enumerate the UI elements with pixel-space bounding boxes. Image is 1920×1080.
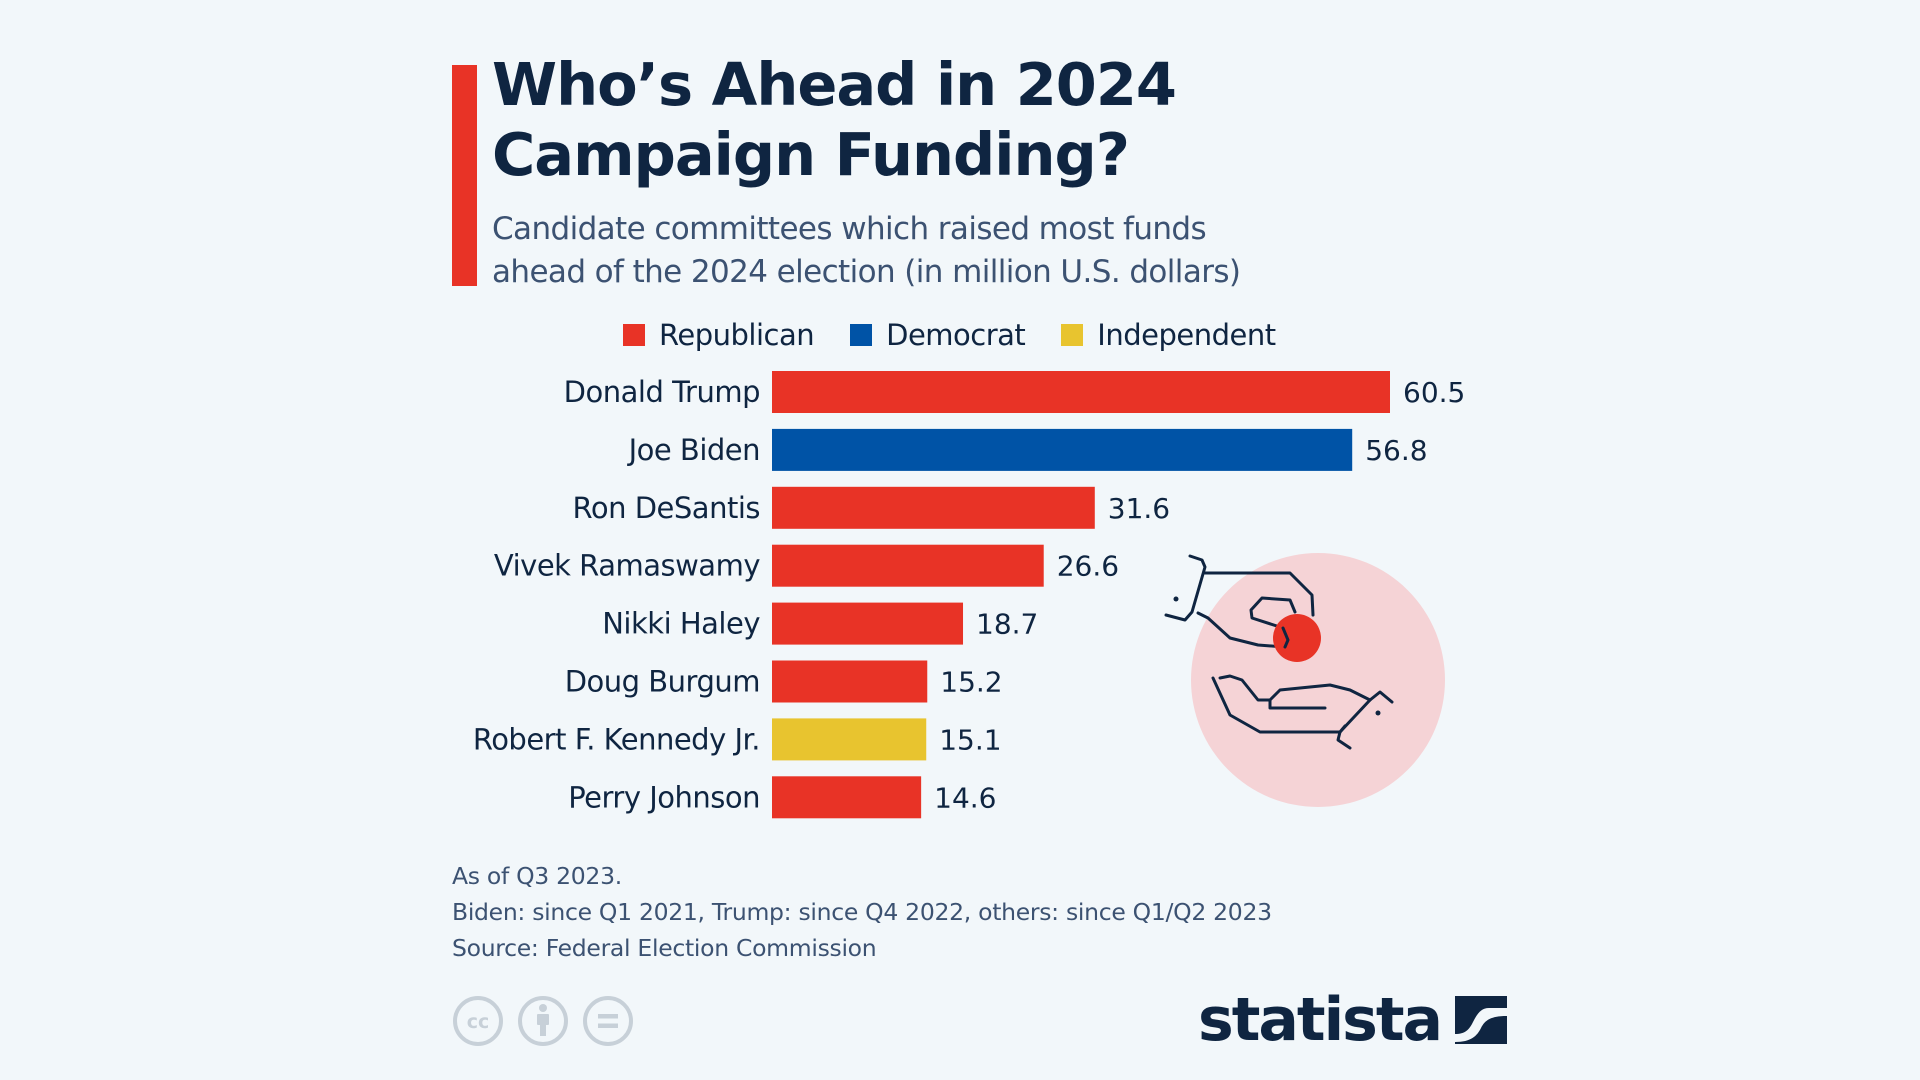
bar [772, 371, 1390, 413]
footnote-date: As of Q3 2023. [452, 862, 622, 890]
bar-row: Joe Biden 56.8 [627, 428, 1428, 471]
value-label: 60.5 [1403, 376, 1465, 409]
legend-item-independent: Independent [1061, 318, 1276, 352]
legend-item-republican: Republican [623, 318, 815, 352]
value-label: 15.2 [940, 666, 1002, 699]
receiving-hand-icon [1211, 674, 1394, 750]
legend-label-democrat: Democrat [886, 318, 1026, 352]
category-label: Doug Burgum [565, 665, 760, 699]
source-note: Source: Federal Election Commission [452, 934, 877, 962]
category-label: Perry Johnson [568, 780, 760, 814]
bar-row: Doug Burgum 15.2 [565, 660, 1003, 703]
value-label: 14.6 [934, 781, 996, 814]
footnote-periods: Biden: since Q1 2021, Trump: since Q4 20… [452, 898, 1272, 926]
value-label: 15.1 [939, 723, 1001, 756]
hand-dot [1375, 710, 1381, 716]
chart-subtitle: Candidate committees which raised most f… [492, 208, 1352, 294]
category-label: Vivek Ramaswamy [494, 549, 760, 583]
attribution-icon[interactable] [517, 995, 569, 1047]
bar-row: Ron DeSantis 31.6 [573, 486, 1170, 529]
subtitle-line-1: Candidate committees which raised most f… [492, 211, 1207, 247]
hand-dot [1173, 596, 1179, 602]
statista-logo-icon [1455, 996, 1508, 1044]
value-label: 26.6 [1057, 550, 1119, 583]
bar [772, 718, 927, 761]
svg-text:cc: cc [467, 1011, 490, 1033]
coin-icon [1273, 614, 1321, 662]
value-label: 18.7 [976, 608, 1038, 641]
bar [772, 776, 922, 819]
bar [772, 602, 964, 645]
legend-label-republican: Republican [659, 318, 815, 352]
legend-label-independent: Independent [1097, 318, 1276, 352]
legend: Republican Democrat Independent [623, 316, 1312, 354]
legend-swatch-republican [623, 324, 645, 346]
donation-hands-icon [1164, 553, 1445, 807]
category-label: Robert F. Kennedy Jr. [473, 722, 760, 756]
category-label: Donald Trump [564, 375, 760, 409]
bar-row: Vivek Ramaswamy 26.6 [494, 544, 1119, 587]
cc-icon[interactable]: cc [452, 995, 504, 1047]
title-accent-bar [452, 65, 477, 286]
license-icons: cc [452, 995, 647, 1047]
legend-swatch-democrat [850, 324, 873, 346]
value-label: 56.8 [1365, 434, 1427, 467]
statista-logo[interactable]: statista [1198, 985, 1508, 1055]
title-line-1: Who’s Ahead in 2024 [492, 50, 1177, 119]
giving-hand-icon [1164, 554, 1315, 649]
legend-item-democrat: Democrat [850, 318, 1026, 352]
bar-row: Donald Trump 60.5 [564, 371, 1465, 413]
chart-footer: As of Q3 2023. Biden: since Q1 2021, Tru… [452, 858, 1272, 966]
category-label: Ron DeSantis [573, 491, 760, 525]
bar-row: Perry Johnson 14.6 [568, 776, 996, 819]
legend-swatch-independent [1061, 324, 1084, 346]
statista-wordmark: statista [1198, 985, 1443, 1055]
category-label: Nikki Haley [602, 607, 760, 641]
bar [772, 486, 1095, 529]
title-line-2: Campaign Funding? [492, 120, 1130, 189]
bar [772, 660, 928, 703]
bar [772, 544, 1044, 587]
thumb-over-coin [1281, 626, 1290, 649]
category-label: Joe Biden [627, 433, 760, 467]
illustration-circle [1191, 553, 1445, 807]
hands-coin-illustration [1150, 540, 1450, 820]
bar-row: Nikki Haley 18.7 [602, 602, 1038, 645]
bar [772, 428, 1353, 471]
value-label: 31.6 [1108, 492, 1170, 525]
chart-title: Who’s Ahead in 2024 Campaign Funding? [492, 50, 1292, 190]
no-derivatives-icon[interactable] [582, 995, 634, 1047]
subtitle-line-2: ahead of the 2024 election (in million U… [492, 254, 1241, 290]
bar-row: Robert F. Kennedy Jr. 15.1 [473, 718, 1002, 761]
